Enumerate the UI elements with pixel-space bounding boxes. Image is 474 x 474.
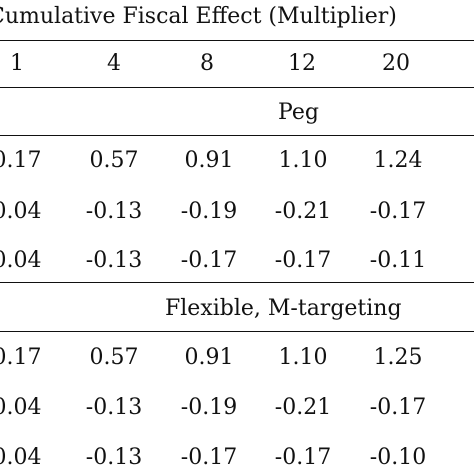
table-cell: -0.17 — [369, 199, 427, 224]
table-cell: -0.10 — [369, 445, 427, 470]
panel-title-flexible: Flexible, M-targeting — [165, 296, 402, 321]
table-cell: 1.25 — [373, 345, 423, 370]
panel-separator-rule — [0, 282, 474, 283]
table-cell: -0.21 — [274, 395, 332, 420]
table-cell: -0.19 — [180, 199, 238, 224]
table-cell: -0.17 — [369, 395, 427, 420]
panel-title-peg: Peg — [278, 100, 319, 125]
table-cell: -0.11 — [369, 248, 427, 273]
table-cell: 0.17 — [0, 345, 42, 370]
horizon-label: 1 — [10, 51, 24, 76]
horizon-label: 20 — [382, 51, 410, 76]
table-cell: 0.04 — [0, 248, 42, 273]
table-cell: 0.91 — [184, 148, 234, 173]
table-cell: 0.57 — [89, 148, 139, 173]
header-top-rule — [0, 40, 474, 41]
table-header: Cumulative Fiscal Effect (Multiplier) — [0, 4, 397, 29]
table-cell: -0.17 — [274, 248, 332, 273]
table-cell: 1.10 — [278, 345, 328, 370]
table-cell: -0.13 — [85, 199, 143, 224]
table-cell: 0.17 — [0, 148, 42, 173]
table-cell: 1.24 — [373, 148, 423, 173]
table-cell: 0.04 — [0, 445, 42, 470]
table-cell: -0.19 — [180, 395, 238, 420]
table-cell: -0.17 — [180, 445, 238, 470]
table-cell: -0.13 — [85, 445, 143, 470]
horizon-label: 4 — [107, 51, 121, 76]
table-cell: 0.91 — [184, 345, 234, 370]
panel-rule-flexible — [0, 331, 474, 332]
table-cell: 0.04 — [0, 199, 42, 224]
table-cell: 1.10 — [278, 148, 328, 173]
horizon-rule — [0, 87, 474, 88]
table-cell: 0.57 — [89, 345, 139, 370]
table-cell: -0.13 — [85, 248, 143, 273]
table-cell: -0.21 — [274, 199, 332, 224]
table-cell: -0.13 — [85, 395, 143, 420]
table-cell: 0.04 — [0, 395, 42, 420]
table-cell: -0.17 — [180, 248, 238, 273]
horizon-label: 8 — [200, 51, 214, 76]
table-cell: -0.17 — [274, 445, 332, 470]
panel-rule-peg — [0, 135, 474, 136]
horizon-label: 12 — [288, 51, 316, 76]
